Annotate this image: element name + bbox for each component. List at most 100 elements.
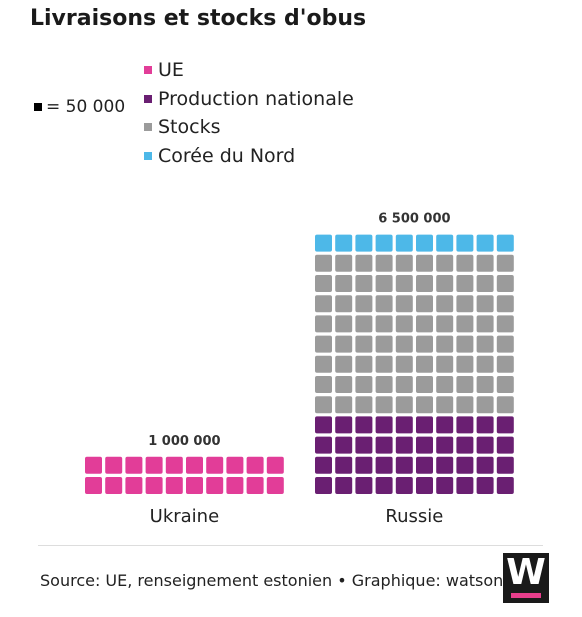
waffle-square-russie-production [436, 456, 454, 474]
waffle-square-russie-stocks [375, 254, 393, 272]
waffle-square-russie-stocks [496, 396, 514, 414]
waffle-square-russie-stocks [315, 335, 332, 353]
waffle-square-russie-stocks [355, 376, 373, 393]
legend-item-production: Production nationale [144, 85, 354, 114]
waffle-square-russie-stocks [456, 355, 474, 373]
waffle-square-russie-stocks [476, 355, 494, 373]
waffle-square-russie-stocks [395, 275, 413, 292]
logo-letter: W [506, 552, 546, 593]
waffle-square-russie-stocks [496, 335, 514, 353]
legend-swatch-stocks [144, 123, 152, 132]
waffle-square-russie-stocks [315, 376, 332, 393]
waffle-square-russie-coree [335, 234, 353, 252]
legend-label-stocks: Stocks [158, 116, 221, 139]
waffle-square-russie-stocks [375, 275, 393, 292]
waffle-square-russie-production [496, 436, 514, 454]
waffle-square-russie-production [456, 456, 474, 474]
waffle-square-russie-coree [496, 234, 514, 252]
waffle-square-russie-stocks [436, 315, 454, 333]
waffle-square-russie-stocks [335, 295, 353, 313]
waffle-square-ukraine-ue [226, 477, 244, 494]
waffle-square-russie-stocks [456, 254, 474, 272]
waffle-square-russie-production [476, 477, 494, 494]
waffle-square-russie-stocks [335, 396, 353, 414]
waffle-square-russie-production [496, 477, 514, 494]
waffle-square-russie-stocks [355, 355, 373, 373]
waffle-square-ukraine-ue [145, 456, 163, 474]
waffle-square-russie-stocks [436, 295, 454, 313]
waffle-chart: 1 000 000 Ukraine 6 500 000 Russie [85, 212, 514, 527]
waffle-square-russie-stocks [335, 376, 353, 393]
waffle-square-ukraine-ue [85, 456, 102, 474]
waffle-square-russie-production [375, 436, 393, 454]
legend-item-ue: UE [144, 56, 354, 85]
waffle-square-russie-stocks [436, 355, 454, 373]
waffle-square-russie-stocks [315, 396, 332, 414]
waffle-square-russie-production [335, 416, 353, 434]
waffle-square-russie-stocks [496, 376, 514, 393]
waffle-square-russie-stocks [456, 295, 474, 313]
waffle-square-russie-stocks [436, 396, 454, 414]
waffle-square-russie-stocks [395, 315, 413, 333]
waffle-square-russie-stocks [416, 376, 433, 393]
waffle-square-russie-stocks [456, 396, 474, 414]
waffle-square-russie-stocks [355, 275, 373, 292]
legend-label-ue: UE [158, 59, 184, 82]
waffle-square-russie-stocks [355, 295, 373, 313]
waffle-square-russie-stocks [476, 275, 494, 292]
legend-label-production: Production nationale [158, 87, 354, 110]
waffle-square-russie-stocks [375, 315, 393, 333]
waffle-square-ukraine-ue [246, 456, 264, 474]
waffle-square-russie-stocks [476, 295, 494, 313]
waffle-square-russie-stocks [476, 315, 494, 333]
waffle-square-russie-coree [315, 234, 332, 252]
waffle-square-russie-coree [355, 234, 373, 252]
waffle-square-russie-production [315, 477, 332, 494]
waffle-square-russie-stocks [416, 295, 433, 313]
waffle-square-russie-production [395, 477, 413, 494]
waffle-square-russie-stocks [476, 396, 494, 414]
waffle-square-russie-stocks [355, 254, 373, 272]
waffle-square-russie-stocks [436, 335, 454, 353]
waffle-square-ukraine-ue [266, 456, 284, 474]
waffle-square-ukraine-ue [165, 477, 183, 494]
waffle-square-russie-production [375, 477, 393, 494]
logo-underline [511, 593, 541, 598]
waffle-square-ukraine-ue [246, 477, 264, 494]
legend-label-coree: Corée du Nord [158, 144, 296, 167]
waffle-square-russie-production [496, 416, 514, 434]
source-text: Source: UE, renseignement estonien • Gra… [40, 571, 504, 590]
waffle-square-russie-production [335, 456, 353, 474]
unit-note: = 50 000 [34, 97, 125, 117]
unit-square-icon [34, 103, 42, 111]
chart-title: Livraisons et stocks d'obus [30, 6, 367, 31]
watson-logo: W [503, 553, 549, 603]
waffle-square-russie-production [416, 436, 433, 454]
waffle-square-russie-stocks [416, 275, 433, 292]
waffle-square-russie-production [436, 477, 454, 494]
waffle-square-russie-stocks [416, 254, 433, 272]
unit-note-text: = 50 000 [46, 97, 126, 117]
waffle-square-russie-coree [395, 234, 413, 252]
waffle-square-russie-stocks [395, 376, 413, 393]
waffle-square-russie-stocks [375, 295, 393, 313]
waffle-square-russie-stocks [456, 275, 474, 292]
waffle-square-russie-stocks [416, 396, 433, 414]
waffle-square-ukraine-ue [165, 456, 183, 474]
waffle-square-russie-stocks [496, 275, 514, 292]
waffle-square-russie-production [375, 416, 393, 434]
waffle-square-russie-production [496, 456, 514, 474]
waffle-square-russie-stocks [476, 376, 494, 393]
waffle-square-ukraine-ue [105, 456, 123, 474]
waffle-square-ukraine-ue [266, 477, 284, 494]
waffle-square-russie-production [355, 436, 373, 454]
waffle-square-russie-stocks [335, 254, 353, 272]
waffle-square-russie-production [476, 436, 494, 454]
waffle-square-russie-stocks [375, 355, 393, 373]
waffle-square-russie-stocks [375, 335, 393, 353]
waffle-square-russie-stocks [416, 335, 433, 353]
waffle-square-russie-stocks [335, 335, 353, 353]
waffle-square-russie-stocks [395, 254, 413, 272]
waffle-square-russie-stocks [335, 315, 353, 333]
waffle-square-ukraine-ue [145, 477, 163, 494]
